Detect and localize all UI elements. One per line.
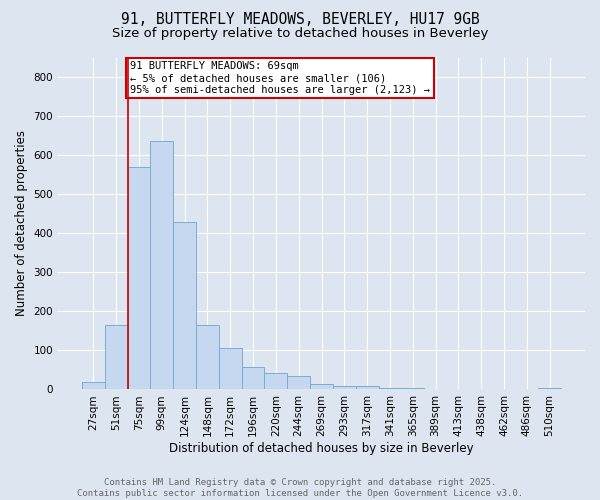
Bar (401, 388, 424, 390)
X-axis label: Distribution of detached houses by size in Beverley: Distribution of detached houses by size … (169, 442, 474, 455)
Y-axis label: Number of detached properties: Number of detached properties (15, 130, 28, 316)
Bar (173, 222, 196, 390)
Bar (265, 373, 287, 390)
Bar (287, 376, 310, 390)
Bar (379, 388, 401, 390)
Text: Size of property relative to detached houses in Beverley: Size of property relative to detached ho… (112, 28, 488, 40)
Bar (151, 142, 173, 390)
Text: Contains HM Land Registry data © Crown copyright and database right 2025.
Contai: Contains HM Land Registry data © Crown c… (77, 478, 523, 498)
Bar (538, 388, 561, 390)
Bar (424, 388, 447, 390)
Bar (219, 348, 242, 390)
Bar (242, 367, 265, 390)
Text: 91, BUTTERFLY MEADOWS, BEVERLEY, HU17 9GB: 91, BUTTERFLY MEADOWS, BEVERLEY, HU17 9G… (121, 12, 479, 28)
Text: 91 BUTTERFLY MEADOWS: 69sqm
← 5% of detached houses are smaller (106)
95% of sem: 91 BUTTERFLY MEADOWS: 69sqm ← 5% of deta… (130, 62, 430, 94)
Bar (196, 325, 219, 390)
Bar (105, 325, 128, 390)
Bar (356, 386, 379, 390)
Bar (310, 384, 333, 390)
Bar (128, 167, 151, 390)
Bar (82, 382, 105, 390)
Bar (333, 386, 356, 390)
